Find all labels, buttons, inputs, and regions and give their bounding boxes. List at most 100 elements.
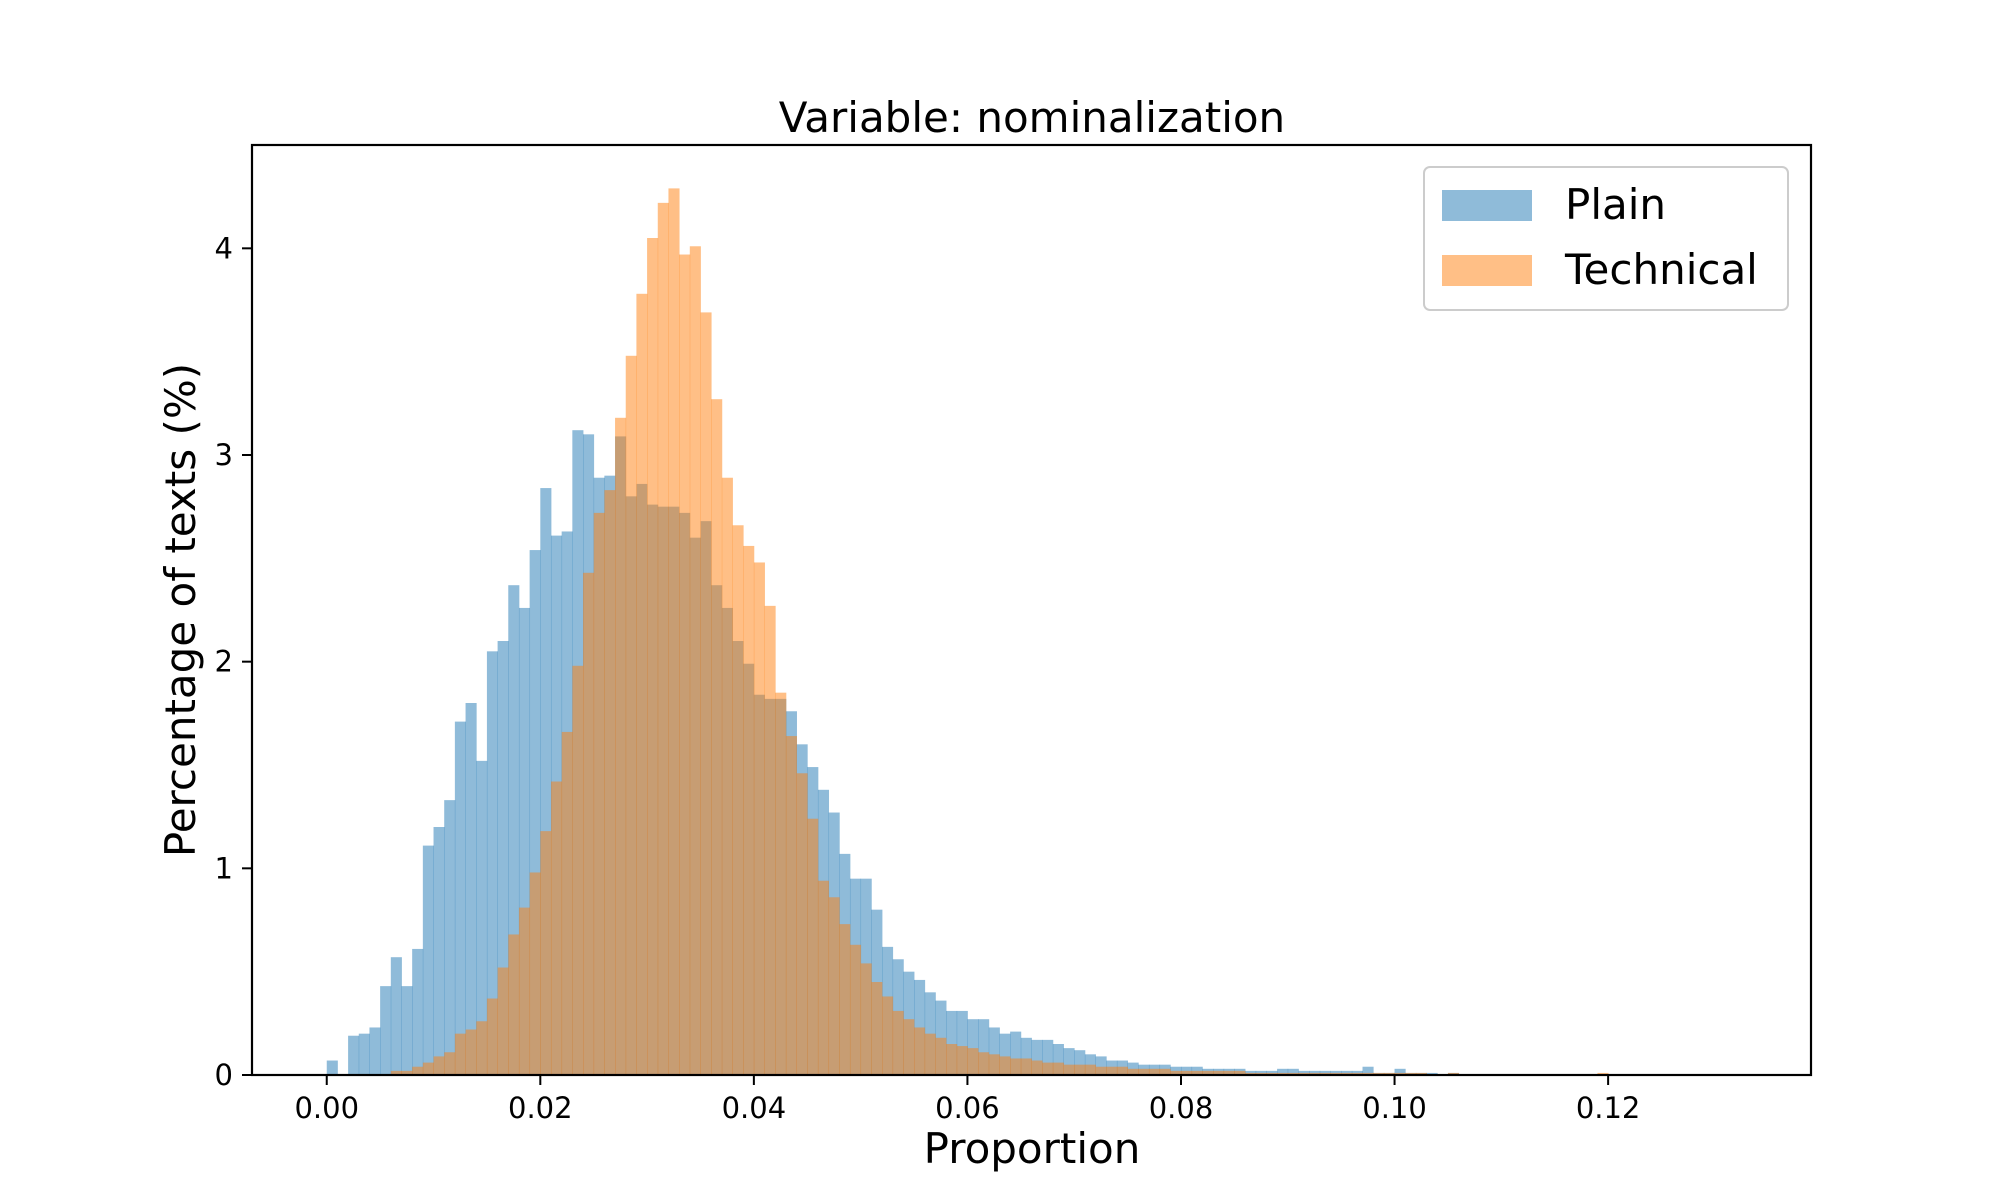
bar-technical: [892, 1010, 904, 1075]
bar-technical: [978, 1052, 990, 1075]
bar-plain: [390, 957, 402, 1075]
bar-technical: [561, 731, 573, 1075]
x-tick-label: 0.10: [1362, 1091, 1427, 1125]
bar-technical: [999, 1056, 1011, 1075]
bar-plain: [1095, 1056, 1107, 1075]
bar-technical: [871, 982, 883, 1075]
bar-technical: [1191, 1070, 1203, 1075]
bar-technical: [1052, 1062, 1064, 1075]
bar-technical: [775, 692, 787, 1075]
bar-technical: [668, 188, 680, 1075]
bar-technical: [785, 736, 797, 1075]
bar-plain: [1277, 1068, 1289, 1075]
bar-technical: [700, 312, 712, 1075]
bar-technical: [689, 246, 701, 1075]
bar-plain: [956, 1010, 968, 1075]
bar-technical: [486, 998, 498, 1075]
bar-technical: [817, 880, 830, 1075]
bar-technical: [988, 1054, 1000, 1075]
bar-technical: [967, 1048, 979, 1075]
bar-technical: [914, 1027, 926, 1075]
legend-label-plain: Plain: [1565, 180, 1666, 229]
bar-technical: [444, 1052, 456, 1075]
bar-plain: [348, 1035, 360, 1075]
bar-technical: [615, 417, 627, 1075]
x-tick-label: 0.12: [1576, 1091, 1641, 1125]
legend: Plain Technical: [1423, 166, 1789, 311]
bar-plain: [326, 1060, 338, 1075]
bar-plain: [1394, 1068, 1406, 1075]
bar-plain: [978, 1019, 990, 1075]
bar-technical: [1106, 1066, 1118, 1075]
bar-plain: [999, 1033, 1011, 1075]
bar-plain: [444, 800, 456, 1075]
bar-technical: [1223, 1070, 1235, 1075]
bar-technical: [1020, 1058, 1032, 1075]
bar-technical: [454, 1033, 466, 1075]
bar-plain: [486, 651, 498, 1075]
legend-swatch-technical: [1442, 255, 1532, 286]
bar-technical: [540, 831, 552, 1075]
y-tick-label: 2: [215, 645, 233, 679]
x-tick-label: 0.04: [722, 1091, 787, 1125]
bar-technical: [860, 963, 872, 1075]
bar-technical: [497, 967, 509, 1075]
bar-technical: [572, 665, 584, 1075]
bar-plain: [476, 760, 488, 1075]
bar-technical: [1159, 1068, 1171, 1075]
bar-technical: [401, 1070, 413, 1075]
bar-plain: [540, 488, 552, 1075]
bar-plain: [497, 641, 509, 1075]
plot-frame: [250, 143, 1813, 1077]
bar-technical: [1042, 1062, 1054, 1075]
bar-plain: [1020, 1037, 1032, 1075]
bar-technical: [508, 934, 520, 1075]
bar-plain: [369, 1027, 381, 1075]
chart-title: Variable: nominalization: [779, 93, 1285, 142]
bar-technical: [625, 355, 637, 1075]
bar-technical: [764, 605, 776, 1075]
bar-technical: [433, 1056, 445, 1075]
bar-plain: [454, 721, 466, 1075]
legend-swatch-plain: [1442, 190, 1532, 221]
bar-technical: [882, 996, 894, 1075]
bar-technical: [390, 1070, 402, 1075]
x-tick-label: 0.00: [294, 1091, 359, 1125]
bar-plain: [465, 703, 477, 1075]
bar-technical: [1127, 1068, 1139, 1075]
bar-technical: [604, 490, 616, 1075]
y-tick-label: 1: [215, 851, 233, 885]
bar-plain: [1074, 1050, 1086, 1075]
bar-technical: [476, 1021, 488, 1075]
series-technical-bars: [390, 188, 1609, 1076]
bar-technical: [903, 1019, 915, 1075]
bar-technical: [1234, 1070, 1246, 1075]
bar-technical: [796, 773, 808, 1075]
bar-technical: [721, 477, 733, 1076]
x-tick-label: 0.08: [1149, 1091, 1214, 1125]
bar-technical: [1084, 1064, 1096, 1075]
legend-label-technical: Technical: [1564, 245, 1758, 294]
bar-plain: [412, 948, 424, 1075]
x-axis-label: Proportion: [924, 1124, 1141, 1173]
bar-technical: [956, 1046, 968, 1075]
bar-plain: [988, 1027, 1000, 1075]
bar-plain: [1170, 1066, 1182, 1075]
bar-technical: [935, 1037, 947, 1075]
y-tick-label: 0: [215, 1058, 233, 1092]
bar-plain: [433, 827, 445, 1075]
bar-technical: [1095, 1066, 1107, 1075]
bar-plain: [1180, 1066, 1193, 1075]
bar-plain: [401, 986, 413, 1075]
bar-technical: [1074, 1064, 1086, 1075]
bar-plain: [1191, 1066, 1203, 1075]
bar-technical: [583, 572, 595, 1075]
bar-technical: [839, 924, 851, 1075]
bar-technical: [657, 202, 669, 1075]
y-axis-label: Percentage of texts (%): [156, 363, 205, 857]
y-tick-label: 4: [215, 231, 233, 265]
bar-plain: [1362, 1066, 1374, 1075]
bar-plain: [1052, 1044, 1064, 1075]
bar-plain: [380, 986, 392, 1075]
